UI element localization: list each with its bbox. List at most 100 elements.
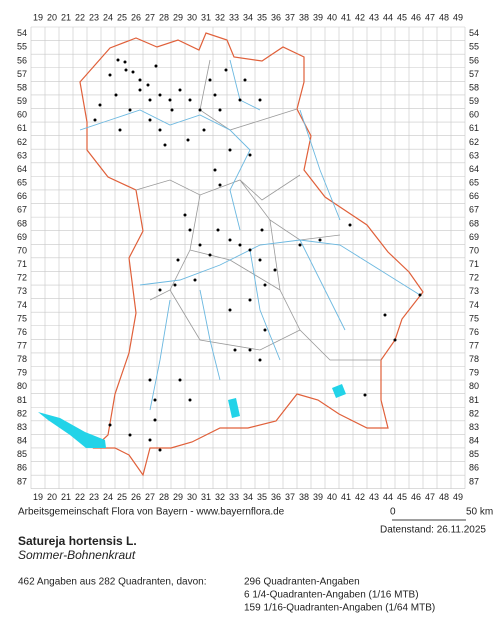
- common-name: Sommer-Bohnenkraut: [18, 548, 136, 562]
- row-label: 57: [17, 69, 27, 79]
- occurrence-dots: [93, 58, 422, 452]
- row-label: 78: [469, 354, 479, 364]
- column-label: 23: [89, 12, 99, 22]
- summary: 462 Angaben aus 282 Quadranten, davon:: [18, 577, 207, 588]
- column-label: 40: [327, 492, 337, 502]
- row-label: 58: [17, 82, 27, 92]
- row-label: 78: [17, 354, 27, 364]
- row-label: 69: [17, 232, 27, 242]
- column-label: 44: [383, 492, 393, 502]
- column-label: 28: [159, 492, 169, 502]
- breakdown-item: 159 1/16-Quadranten-Angaben (1/64 MTB): [244, 603, 435, 614]
- row-label: 73: [469, 286, 479, 296]
- row-label: 81: [17, 395, 27, 405]
- column-label: 49: [453, 12, 463, 22]
- column-label: 25: [117, 12, 127, 22]
- column-label: 21: [61, 12, 71, 22]
- row-label: 59: [469, 96, 479, 106]
- column-label: 36: [271, 492, 281, 502]
- row-label: 60: [469, 110, 479, 120]
- column-label: 47: [425, 12, 435, 22]
- row-label: 79: [17, 368, 27, 378]
- row-label: 74: [469, 300, 479, 310]
- row-label: 82: [469, 408, 479, 418]
- row-label: 54: [17, 28, 27, 38]
- row-label: 81: [469, 395, 479, 405]
- column-label: 23: [89, 492, 99, 502]
- row-label: 62: [17, 137, 27, 147]
- row-label: 82: [17, 408, 27, 418]
- row-label: 55: [17, 42, 27, 52]
- column-label: 41: [341, 492, 351, 502]
- row-label: 61: [469, 123, 479, 133]
- row-label: 84: [17, 436, 27, 446]
- grid-labels: 19 19 20 20 21 21 22 22 23 23 24 24 25 25 26 26 27 27 28 28…: [17, 12, 479, 502]
- column-label: 28: [159, 12, 169, 22]
- row-label: 54: [469, 28, 479, 38]
- column-label: 26: [131, 492, 141, 502]
- credit: Arbeitsgemeinschaft Flora von Bayern - w…: [18, 507, 285, 518]
- row-label: 61: [17, 123, 27, 133]
- row-label: 68: [469, 218, 479, 228]
- breakdown-item: 296 Quadranten-Angaben: [244, 577, 360, 588]
- row-label: 64: [469, 164, 479, 174]
- row-label: 65: [469, 178, 479, 188]
- row-label: 80: [17, 381, 27, 391]
- state-border: [79, 32, 424, 477]
- row-label: 67: [17, 205, 27, 215]
- column-label: 36: [271, 12, 281, 22]
- column-label: 27: [145, 12, 155, 22]
- column-label: 30: [187, 12, 197, 22]
- column-label: 31: [201, 12, 211, 22]
- row-label: 68: [17, 218, 27, 228]
- row-label: 76: [17, 327, 27, 337]
- column-label: 31: [201, 492, 211, 502]
- row-label: 58: [469, 82, 479, 92]
- row-label: 67: [469, 205, 479, 215]
- lake-bodensee: [38, 412, 106, 448]
- row-label: 83: [17, 422, 27, 432]
- column-label: 39: [313, 492, 323, 502]
- column-label: 42: [355, 492, 365, 502]
- column-label: 22: [75, 12, 85, 22]
- column-label: 20: [47, 492, 57, 502]
- column-label: 34: [243, 12, 253, 22]
- row-label: 63: [17, 150, 27, 160]
- row-label: 55: [469, 42, 479, 52]
- column-label: 37: [285, 12, 295, 22]
- column-label: 19: [33, 492, 43, 502]
- column-label: 22: [75, 492, 85, 502]
- column-label: 45: [397, 12, 407, 22]
- column-label: 30: [187, 492, 197, 502]
- column-label: 40: [327, 12, 337, 22]
- column-label: 39: [313, 12, 323, 22]
- row-label: 60: [17, 110, 27, 120]
- column-label: 32: [215, 12, 225, 22]
- column-label: 46: [411, 492, 421, 502]
- column-label: 45: [397, 492, 407, 502]
- row-label: 74: [17, 300, 27, 310]
- row-label: 75: [469, 313, 479, 323]
- row-label: 66: [469, 191, 479, 201]
- row-label: 57: [469, 69, 479, 79]
- column-label: 49: [453, 492, 463, 502]
- column-label: 33: [229, 12, 239, 22]
- row-label: 87: [469, 476, 479, 486]
- row-label: 72: [469, 273, 479, 283]
- column-label: 27: [145, 492, 155, 502]
- row-label: 70: [17, 245, 27, 255]
- lake-chiemsee: [332, 384, 346, 398]
- column-label: 48: [439, 12, 449, 22]
- column-label: 29: [173, 12, 183, 22]
- row-label: 71: [469, 259, 479, 269]
- row-label: 59: [17, 96, 27, 106]
- row-label: 56: [17, 55, 27, 65]
- column-label: 24: [103, 492, 113, 502]
- row-label: 86: [469, 463, 479, 473]
- column-label: 38: [299, 12, 309, 22]
- row-label: 79: [469, 368, 479, 378]
- row-label: 86: [17, 463, 27, 473]
- column-label: 19: [33, 12, 43, 22]
- lake-ammersee: [228, 398, 240, 418]
